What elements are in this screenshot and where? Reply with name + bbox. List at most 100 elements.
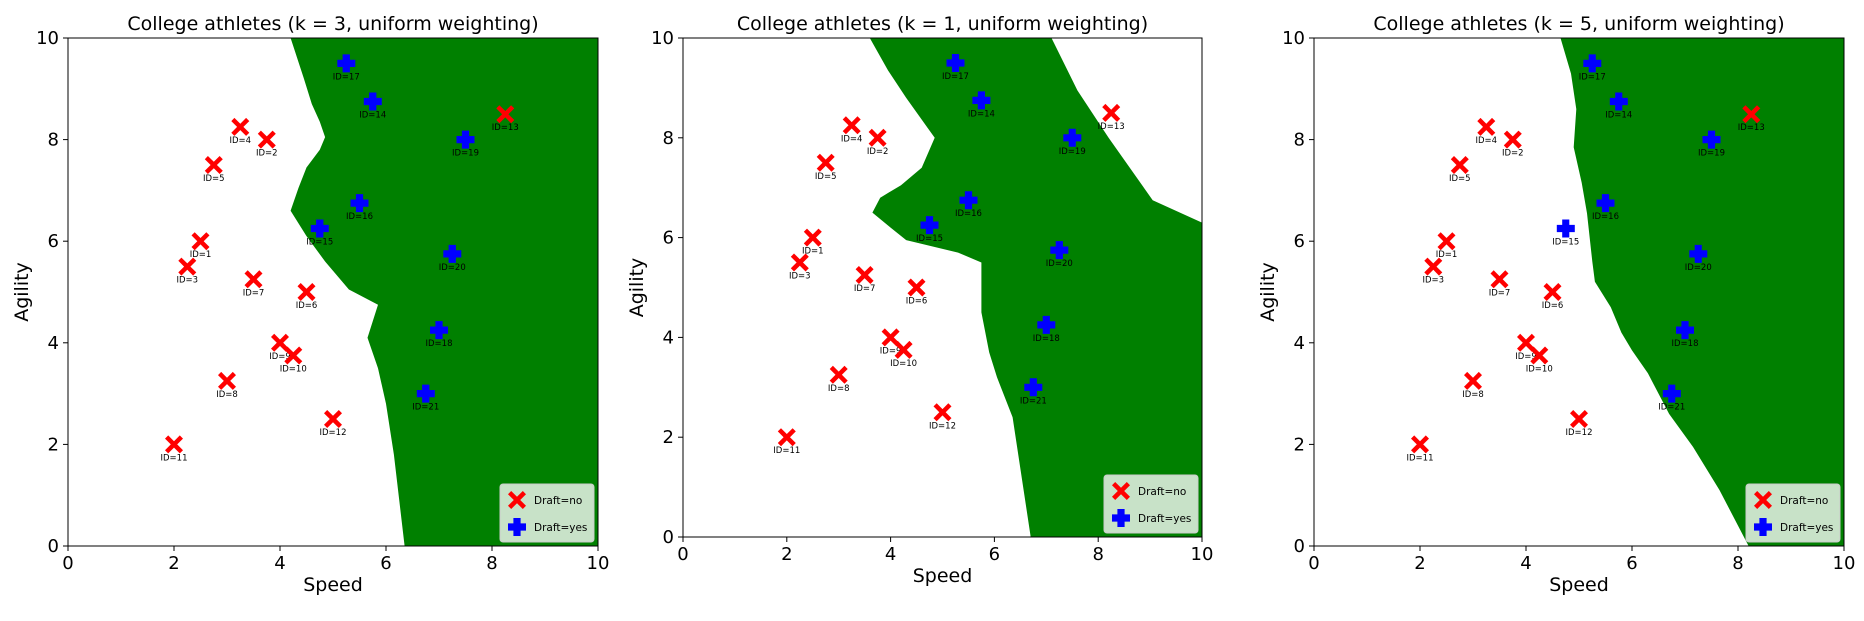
point-draft-no-5 bbox=[204, 156, 223, 174]
point-label: ID=1 bbox=[190, 250, 212, 260]
point-label: ID=2 bbox=[867, 147, 889, 157]
point-label: ID=20 bbox=[439, 263, 466, 273]
point-draft-yes-14 bbox=[1609, 92, 1628, 111]
point-draft-yes-16 bbox=[959, 191, 978, 210]
x-tick-label: 8 bbox=[1092, 544, 1103, 565]
x-tick-label: 6 bbox=[989, 544, 1000, 565]
point-label: ID=15 bbox=[1552, 238, 1579, 248]
point-draft-no-13 bbox=[1102, 103, 1121, 122]
point-draft-no-9 bbox=[881, 328, 900, 347]
point-draft-no-1 bbox=[803, 228, 822, 247]
point-label: ID=6 bbox=[296, 301, 318, 311]
point-draft-no-11 bbox=[165, 435, 183, 454]
point-draft-yes-21 bbox=[416, 384, 435, 403]
x-tick-label: 4 bbox=[885, 544, 896, 565]
point-label: ID=14 bbox=[359, 111, 386, 121]
point-draft-no-10 bbox=[284, 346, 303, 365]
legend-marker bbox=[1112, 482, 1130, 500]
point-label: ID=8 bbox=[216, 390, 238, 400]
x-tick-label: 10 bbox=[1833, 553, 1856, 574]
point-label: ID=11 bbox=[773, 446, 800, 456]
point-draft-no-3 bbox=[178, 257, 197, 276]
point-draft-no-10 bbox=[894, 340, 913, 359]
point-draft-no-13 bbox=[496, 105, 515, 124]
chart-panel-3: 0 2 4 6 8 10 0 2 4 6 8 10 College athletes (k = 5, u… bbox=[1257, 13, 1855, 596]
point-label: ID=19 bbox=[1059, 147, 1086, 157]
point-label: ID=16 bbox=[955, 209, 982, 219]
y-tick-label: 2 bbox=[48, 434, 59, 455]
y-tick-label: 8 bbox=[1294, 130, 1305, 151]
x-tick-label: 0 bbox=[1308, 553, 1319, 574]
point-label: ID=20 bbox=[1685, 263, 1712, 273]
point-draft-yes-17 bbox=[1583, 54, 1602, 73]
axes-frame bbox=[67, 37, 599, 547]
point-draft-yes-19 bbox=[1702, 130, 1721, 149]
point-label: ID=11 bbox=[161, 453, 188, 463]
y-tick-label: 4 bbox=[663, 327, 674, 348]
point-draft-no-6 bbox=[297, 283, 316, 301]
legend-marker bbox=[1754, 491, 1772, 509]
point-label: ID=6 bbox=[1542, 301, 1564, 311]
point-label: ID=3 bbox=[176, 276, 198, 286]
x-tick-label: 2 bbox=[781, 544, 792, 565]
point-draft-yes-15 bbox=[1556, 219, 1575, 238]
point-label: ID=3 bbox=[1422, 276, 1444, 286]
point-label: ID=9 bbox=[269, 352, 291, 362]
point-draft-no-1 bbox=[1437, 232, 1456, 251]
point-label: ID=6 bbox=[906, 297, 928, 307]
point-draft-no-5 bbox=[816, 153, 835, 172]
point-draft-no-7 bbox=[855, 266, 874, 284]
y-tick-label: 6 bbox=[48, 231, 59, 252]
point-label: ID=8 bbox=[828, 384, 850, 394]
point-draft-no-10 bbox=[1530, 346, 1549, 365]
legend: Draft=no Draft=yes bbox=[1103, 474, 1199, 534]
x-tick-label: 6 bbox=[380, 553, 391, 574]
point-draft-no-9 bbox=[1517, 333, 1535, 352]
point-draft-yes-14 bbox=[972, 91, 991, 110]
x-tick-label: 8 bbox=[1732, 553, 1743, 574]
point-draft-no-6 bbox=[1543, 283, 1562, 301]
point-label: ID=14 bbox=[968, 109, 995, 119]
y-tick-label: 10 bbox=[1282, 28, 1305, 49]
point-draft-no-13 bbox=[1742, 105, 1761, 124]
point-label: ID=10 bbox=[890, 359, 917, 369]
point-draft-no-2 bbox=[868, 128, 887, 147]
decision-region-draft-yes bbox=[1560, 38, 1844, 546]
point-draft-no-6 bbox=[907, 278, 926, 297]
point-label: ID=12 bbox=[320, 428, 347, 438]
point-draft-no-12 bbox=[1570, 410, 1588, 428]
point-draft-yes-15 bbox=[920, 216, 939, 235]
point-label: ID=7 bbox=[854, 284, 876, 294]
point-draft-yes-21 bbox=[1662, 384, 1681, 403]
point-label: ID=5 bbox=[1449, 174, 1471, 184]
legend: Draft=no Draft=yes bbox=[1745, 483, 1841, 543]
point-label: ID=13 bbox=[1738, 123, 1765, 133]
y-tick-label: 0 bbox=[48, 536, 59, 557]
point-draft-no-4 bbox=[842, 116, 861, 135]
y-tick-label: 0 bbox=[663, 527, 674, 548]
legend-entry-label: Draft=no bbox=[1138, 486, 1186, 498]
x-tick-label: 0 bbox=[677, 544, 688, 565]
y-tick-label: 6 bbox=[663, 228, 674, 249]
point-label: ID=4 bbox=[1475, 136, 1497, 146]
point-label: ID=2 bbox=[256, 149, 278, 159]
x-axis-label: Speed bbox=[913, 565, 973, 587]
point-draft-yes-14 bbox=[363, 92, 382, 111]
point-draft-no-12 bbox=[933, 403, 952, 422]
legend-marker bbox=[1112, 509, 1130, 527]
point-draft-no-11 bbox=[1411, 435, 1429, 454]
point-draft-no-2 bbox=[257, 130, 276, 149]
legend-marker bbox=[1754, 518, 1772, 536]
y-tick-label: 10 bbox=[36, 28, 59, 49]
point-draft-no-5 bbox=[1450, 156, 1469, 174]
decision-region-draft-yes bbox=[290, 38, 598, 546]
point-draft-no-4 bbox=[231, 117, 250, 136]
point-label: ID=5 bbox=[203, 174, 225, 184]
point-label: ID=19 bbox=[1698, 149, 1725, 159]
point-draft-no-9 bbox=[271, 333, 289, 352]
y-tick-label: 4 bbox=[48, 333, 59, 354]
point-label: ID=8 bbox=[1462, 390, 1484, 400]
point-draft-yes-20 bbox=[1689, 244, 1708, 263]
point-draft-yes-20 bbox=[443, 244, 462, 263]
